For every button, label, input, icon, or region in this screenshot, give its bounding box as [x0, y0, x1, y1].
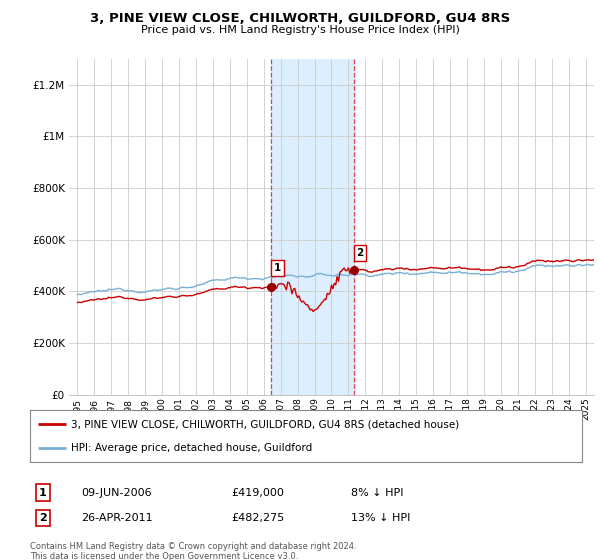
- Text: 1: 1: [39, 488, 47, 498]
- Text: Contains HM Land Registry data © Crown copyright and database right 2024.
This d: Contains HM Land Registry data © Crown c…: [30, 542, 356, 560]
- Text: 2: 2: [39, 513, 47, 523]
- Text: 3, PINE VIEW CLOSE, CHILWORTH, GUILDFORD, GU4 8RS: 3, PINE VIEW CLOSE, CHILWORTH, GUILDFORD…: [90, 12, 510, 25]
- Bar: [271, 59, 354, 395]
- Text: 8% ↓ HPI: 8% ↓ HPI: [351, 488, 404, 498]
- Text: £482,275: £482,275: [231, 513, 284, 523]
- Text: 1: 1: [274, 263, 281, 273]
- Text: Price paid vs. HM Land Registry's House Price Index (HPI): Price paid vs. HM Land Registry's House …: [140, 25, 460, 35]
- Text: 13% ↓ HPI: 13% ↓ HPI: [351, 513, 410, 523]
- Text: 26-APR-2011: 26-APR-2011: [81, 513, 152, 523]
- Text: 3, PINE VIEW CLOSE, CHILWORTH, GUILDFORD, GU4 8RS (detached house): 3, PINE VIEW CLOSE, CHILWORTH, GUILDFORD…: [71, 419, 460, 430]
- Text: 09-JUN-2006: 09-JUN-2006: [81, 488, 152, 498]
- Text: £419,000: £419,000: [231, 488, 284, 498]
- Text: HPI: Average price, detached house, Guildford: HPI: Average price, detached house, Guil…: [71, 443, 313, 453]
- Text: 2: 2: [356, 248, 364, 258]
